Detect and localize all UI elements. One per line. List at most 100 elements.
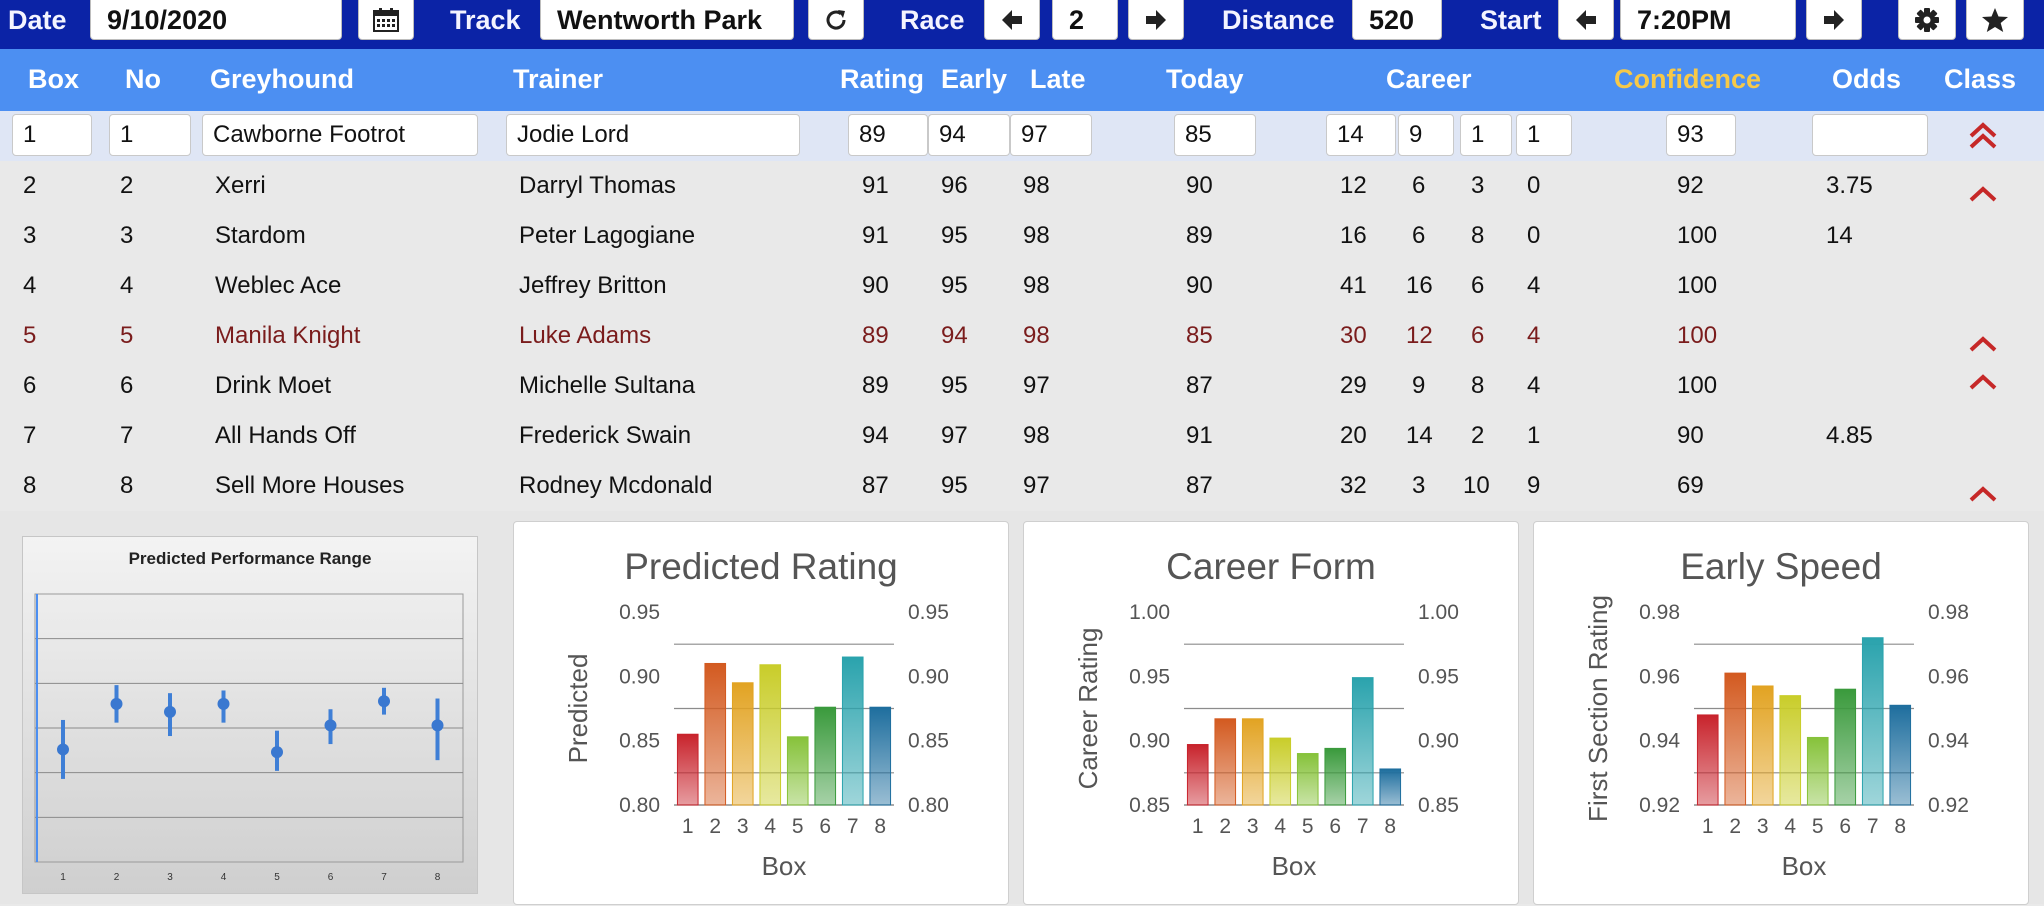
confidence-cell: 100 [1677, 372, 1718, 399]
career-seconds-cell: 6 [1471, 322, 1485, 349]
today-cell: 87 [1186, 472, 1213, 499]
favorite-button[interactable] [1966, 0, 2024, 40]
start-prev-button[interactable] [1558, 0, 1614, 40]
confidence-input[interactable]: 93 [1666, 114, 1736, 156]
late-input[interactable]: 97 [1010, 114, 1092, 156]
table-row[interactable]: 5 5 Manila Knight Luke Adams 89 94 98 85… [0, 311, 2044, 361]
distance-field[interactable]: 520 [1352, 0, 1442, 40]
header-early[interactable]: Early [941, 64, 1008, 94]
bar [1351, 677, 1374, 806]
early-input[interactable]: 94 [928, 114, 1010, 156]
y2-tick-label: 0.95 [908, 601, 949, 624]
career-wins-input[interactable]: 9 [1398, 114, 1454, 156]
odds-cell: 3.75 [1826, 172, 1873, 199]
x-tick-label: 6 [1329, 815, 1341, 838]
no-input[interactable]: 1 [109, 114, 191, 156]
x-tick-label: 1 [682, 815, 694, 838]
confidence-cell: 92 [1677, 172, 1704, 199]
chart-title: Career Form [1166, 546, 1376, 587]
x-axis-label: Box [1272, 851, 1317, 881]
start-field[interactable]: 7:20PM [1620, 0, 1796, 40]
career-form-chart: 1 2 3 4 5 6 7 8 0.85 0.85 0.90 0.90 0.95 0.95 1.00 1.00… [1073, 601, 1459, 881]
early-cell: 95 [941, 472, 968, 499]
table-row[interactable]: 3 3 Stardom Peter Lagogiane 91 95 98 89 … [0, 211, 2044, 261]
confidence-cell: 100 [1677, 322, 1718, 349]
table-row[interactable]: 8 8 Sell More Houses Rodney Mcdonald 87 … [0, 461, 2044, 511]
toolbar: Date 9/10/2020 Track Wentworth Park Race [0, 0, 2044, 49]
race-next-button[interactable] [1128, 0, 1184, 40]
table-row[interactable]: 7 7 All Hands Off Frederick Swain 94 97 … [0, 411, 2044, 461]
confidence-cell: 69 [1677, 472, 1704, 499]
late-cell: 98 [1023, 322, 1050, 349]
y-tick-label: 0.94 [1639, 730, 1680, 753]
career-starts-cell: 41 [1340, 272, 1367, 299]
bar [1269, 737, 1292, 806]
x-tick-label: 3 [737, 815, 749, 838]
track-field[interactable]: Wentworth Park [540, 0, 794, 40]
career-wins-cell: 12 [1406, 322, 1433, 349]
y2-tick-label: 0.94 [1928, 730, 1969, 753]
header-late[interactable]: Late [1030, 64, 1086, 94]
settings-button[interactable] [1898, 0, 1956, 40]
header-confidence[interactable]: Confidence [1614, 64, 1762, 94]
x-tick-label: 5 [1302, 815, 1314, 838]
header-no[interactable]: No [125, 64, 161, 94]
confidence-cell: 100 [1677, 222, 1718, 249]
no-cell: 7 [120, 422, 134, 449]
header-rating[interactable]: Rating [840, 64, 924, 94]
career-wins-cell: 6 [1412, 222, 1426, 249]
table-row[interactable]: 4 4 Weblec Ace Jeffrey Britton 90 95 98 … [0, 261, 2044, 311]
start-next-button[interactable] [1806, 0, 1862, 40]
career-thirds-cell: 1 [1527, 422, 1541, 449]
table-row[interactable]: 1 1 Cawborne Footrot Jodie Lord 89 94 97… [0, 111, 2044, 161]
rating-input[interactable]: 89 [848, 114, 928, 156]
header-odds[interactable]: Odds [1832, 64, 1902, 94]
bar [1806, 736, 1829, 806]
career-seconds-input[interactable]: 1 [1460, 114, 1512, 156]
header-box[interactable]: Box [28, 64, 80, 94]
x-tick-label: 3 [167, 872, 173, 883]
career-starts-input[interactable]: 14 [1326, 114, 1396, 156]
runners-table: 1 1 Cawborne Footrot Jodie Lord 89 94 97… [0, 111, 2044, 511]
trainer-input[interactable]: Jodie Lord [506, 114, 800, 156]
race-field[interactable]: 2 [1052, 0, 1118, 40]
career-seconds-cell: 8 [1471, 372, 1485, 399]
x-tick-label: 5 [792, 815, 804, 838]
no-cell: 5 [120, 322, 134, 349]
bar [869, 706, 892, 806]
y-axis-label: First Section Rating [1583, 595, 1613, 822]
table-row[interactable]: 2 2 Xerri Darryl Thomas 91 96 98 90 12 6… [0, 161, 2044, 211]
chart-title: Predicted Rating [624, 546, 898, 587]
confidence-cell: 100 [1677, 272, 1718, 299]
start-label: Start [1480, 5, 1542, 35]
odds-input[interactable] [1812, 114, 1928, 156]
header-greyhound[interactable]: Greyhound [210, 64, 355, 94]
career-starts-cell: 32 [1340, 472, 1367, 499]
race-prev-button[interactable] [984, 0, 1040, 40]
refresh-button[interactable] [808, 0, 864, 40]
trainer-cell: Frederick Swain [519, 422, 692, 449]
no-cell: 6 [120, 372, 134, 399]
header-career[interactable]: Career [1386, 64, 1472, 94]
x-tick-label: 7 [1357, 815, 1369, 838]
date-field[interactable]: 9/10/2020 [90, 0, 342, 40]
rating-cell: 94 [862, 422, 889, 449]
greyhound-input[interactable]: Cawborne Footrot [202, 114, 478, 156]
today-input[interactable]: 85 [1174, 114, 1256, 156]
predicted-rating-panel: Predicted Rating 1 2 3 4 5 6 7 8 0.80 0.80 0.85 0.8… [513, 521, 1009, 905]
box-input[interactable]: 1 [12, 114, 92, 156]
career-thirds-cell: 4 [1527, 372, 1541, 399]
career-wins-cell: 14 [1406, 422, 1433, 449]
header-class[interactable]: Class [1944, 64, 2017, 94]
calendar-button[interactable] [358, 0, 414, 40]
career-starts-cell: 29 [1340, 372, 1367, 399]
y2-tick-label: 1.00 [1418, 601, 1459, 624]
table-row[interactable]: 6 6 Drink Moet Michelle Sultana 89 95 97… [0, 361, 2044, 411]
header-trainer[interactable]: Trainer [513, 64, 604, 94]
career-thirds-input[interactable]: 1 [1516, 114, 1572, 156]
arrow-right-icon [1144, 9, 1168, 31]
header-today[interactable]: Today [1166, 64, 1244, 94]
late-cell: 98 [1023, 422, 1050, 449]
bar [1861, 637, 1884, 806]
